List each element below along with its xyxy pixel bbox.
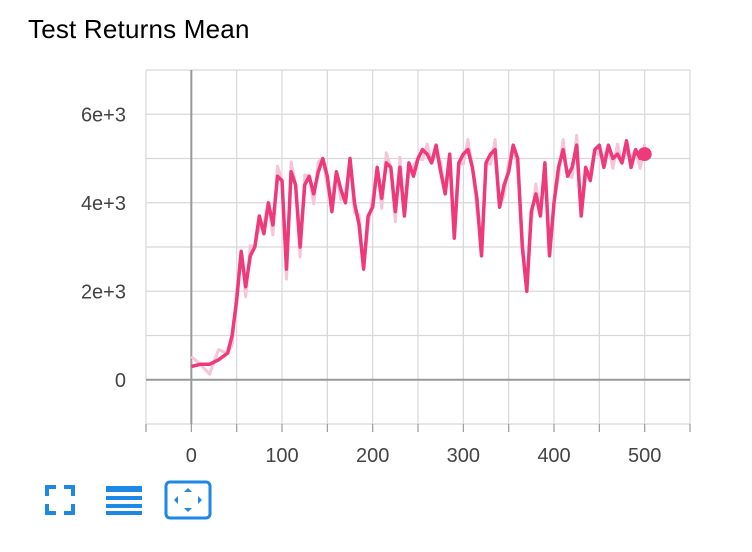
y-tick-label: 6e+3: [81, 104, 126, 126]
fit-domain-icon[interactable]: [164, 480, 212, 520]
x-tick-label: 200: [356, 445, 389, 467]
y-tick-label: 0: [115, 370, 126, 392]
x-axis-ticks: 0 100 200 300 400 500: [186, 445, 662, 467]
grid-lines: [145, 69, 691, 425]
series-end-point: [637, 147, 652, 162]
x-tick-label: 0: [186, 445, 197, 467]
chart-title: Test Returns Mean: [28, 14, 250, 44]
y-tick-label: 4e+3: [81, 193, 126, 215]
y-axis-ticks: 0 2e+3 4e+3 6e+3: [81, 104, 126, 392]
fullscreen-icon[interactable]: [44, 484, 76, 516]
series-line: [190, 139, 646, 369]
list-icon[interactable]: [104, 484, 144, 516]
x-tick-label: 500: [628, 445, 661, 467]
series-group: [190, 133, 652, 376]
y-tick-label: 2e+3: [81, 281, 126, 303]
x-tick-label: 300: [447, 445, 480, 467]
x-tick-label: 100: [265, 445, 298, 467]
x-tick-label: 400: [537, 445, 570, 467]
